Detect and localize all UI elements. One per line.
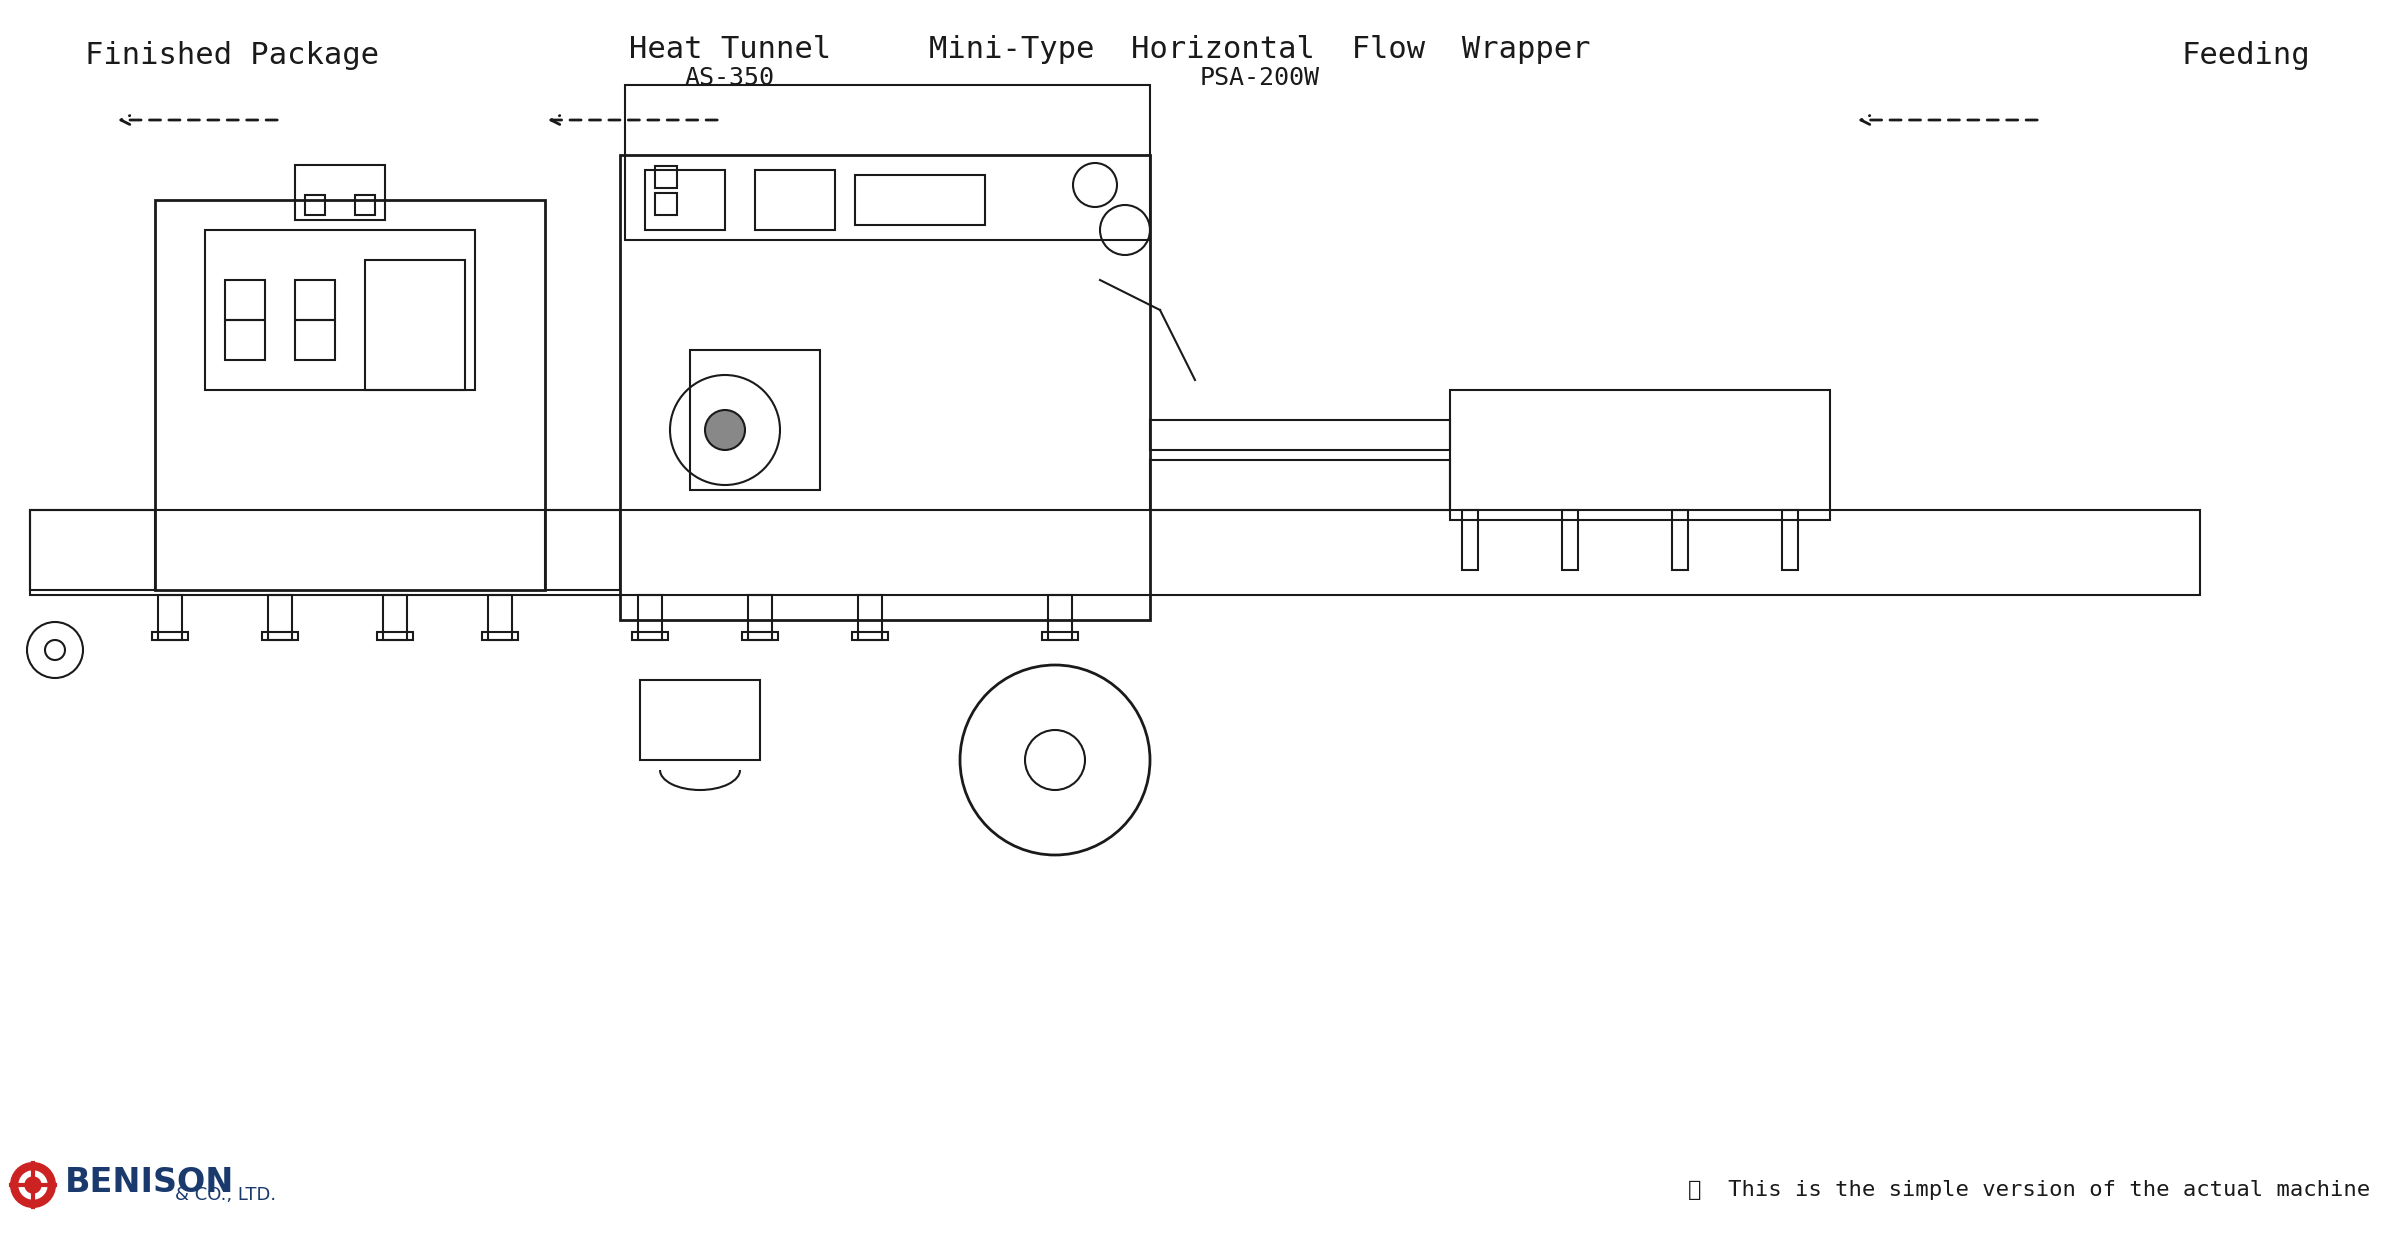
Bar (377, 632, 413, 640)
Bar (295, 165, 384, 220)
Bar (295, 320, 336, 360)
Bar (29, 510, 156, 590)
Bar (854, 174, 984, 225)
Text: ※  This is the simple version of the actual machine: ※ This is the simple version of the actu… (1687, 1180, 2371, 1200)
Circle shape (12, 1163, 55, 1207)
Bar (646, 169, 725, 230)
Circle shape (706, 409, 744, 450)
Circle shape (24, 1176, 41, 1192)
Bar (269, 595, 293, 640)
Bar (1562, 510, 1579, 570)
Bar (1462, 510, 1478, 570)
Bar (305, 195, 324, 215)
Bar (365, 260, 466, 390)
Bar (624, 85, 1150, 240)
Bar (756, 169, 835, 230)
Bar (1042, 632, 1078, 640)
Bar (295, 280, 336, 320)
Bar (226, 280, 264, 320)
Bar (226, 320, 264, 360)
Bar (1049, 595, 1073, 640)
Text: BENISON: BENISON (65, 1166, 235, 1200)
Bar (638, 595, 662, 640)
Bar (1781, 510, 1798, 570)
Bar (1150, 460, 1450, 510)
Bar (619, 155, 1150, 620)
Bar (749, 595, 773, 640)
Text: Mini-Type  Horizontal  Flow  Wrapper: Mini-Type Horizontal Flow Wrapper (929, 36, 1591, 64)
Bar (151, 632, 187, 640)
Bar (859, 595, 883, 640)
Bar (487, 595, 511, 640)
Bar (29, 510, 2201, 595)
Bar (262, 632, 298, 640)
Bar (158, 595, 182, 640)
Bar (384, 595, 408, 640)
Bar (641, 680, 761, 760)
Bar (1673, 510, 1687, 570)
Bar (655, 193, 677, 215)
Bar (482, 632, 518, 640)
Bar (1150, 421, 1450, 450)
Bar (852, 632, 888, 640)
Text: PSA-200W: PSA-200W (1200, 66, 1320, 90)
Text: & CO., LTD.: & CO., LTD. (175, 1186, 276, 1204)
Text: Finished Package: Finished Package (84, 41, 379, 69)
Bar (545, 510, 619, 590)
Bar (1450, 390, 1831, 520)
Circle shape (19, 1171, 48, 1199)
Bar (156, 200, 545, 590)
Text: AS-350: AS-350 (684, 66, 775, 90)
Bar (355, 195, 374, 215)
Text: Heat Tunnel: Heat Tunnel (629, 36, 830, 64)
Bar (655, 166, 677, 188)
Bar (742, 632, 778, 640)
Bar (691, 350, 821, 490)
Bar (204, 230, 475, 390)
Bar (631, 632, 667, 640)
Text: Feeding: Feeding (2182, 41, 2309, 69)
